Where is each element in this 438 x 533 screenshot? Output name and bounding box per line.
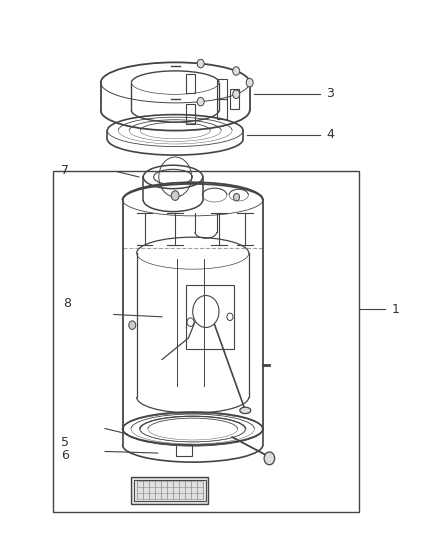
Text: 1: 1 — [392, 303, 400, 316]
Bar — [186, 74, 195, 93]
Text: 3: 3 — [326, 87, 334, 100]
Bar — [217, 99, 227, 119]
Ellipse shape — [240, 407, 251, 414]
Bar — [131, 477, 208, 504]
Circle shape — [171, 191, 179, 200]
Bar — [186, 104, 195, 124]
Text: 4: 4 — [326, 128, 334, 141]
Circle shape — [197, 98, 204, 106]
Circle shape — [233, 90, 240, 99]
Bar — [217, 79, 227, 99]
Bar — [176, 444, 192, 456]
Bar — [53, 171, 359, 512]
Circle shape — [129, 321, 136, 329]
Circle shape — [233, 67, 240, 75]
Text: 8: 8 — [64, 297, 71, 310]
Circle shape — [233, 193, 240, 201]
Bar — [230, 89, 239, 109]
Bar — [134, 480, 206, 501]
Text: 5: 5 — [61, 436, 69, 449]
Circle shape — [197, 59, 204, 68]
Bar — [186, 285, 234, 349]
Text: 7: 7 — [61, 164, 69, 177]
Circle shape — [246, 78, 253, 87]
Text: 6: 6 — [61, 449, 69, 462]
Circle shape — [264, 452, 275, 465]
